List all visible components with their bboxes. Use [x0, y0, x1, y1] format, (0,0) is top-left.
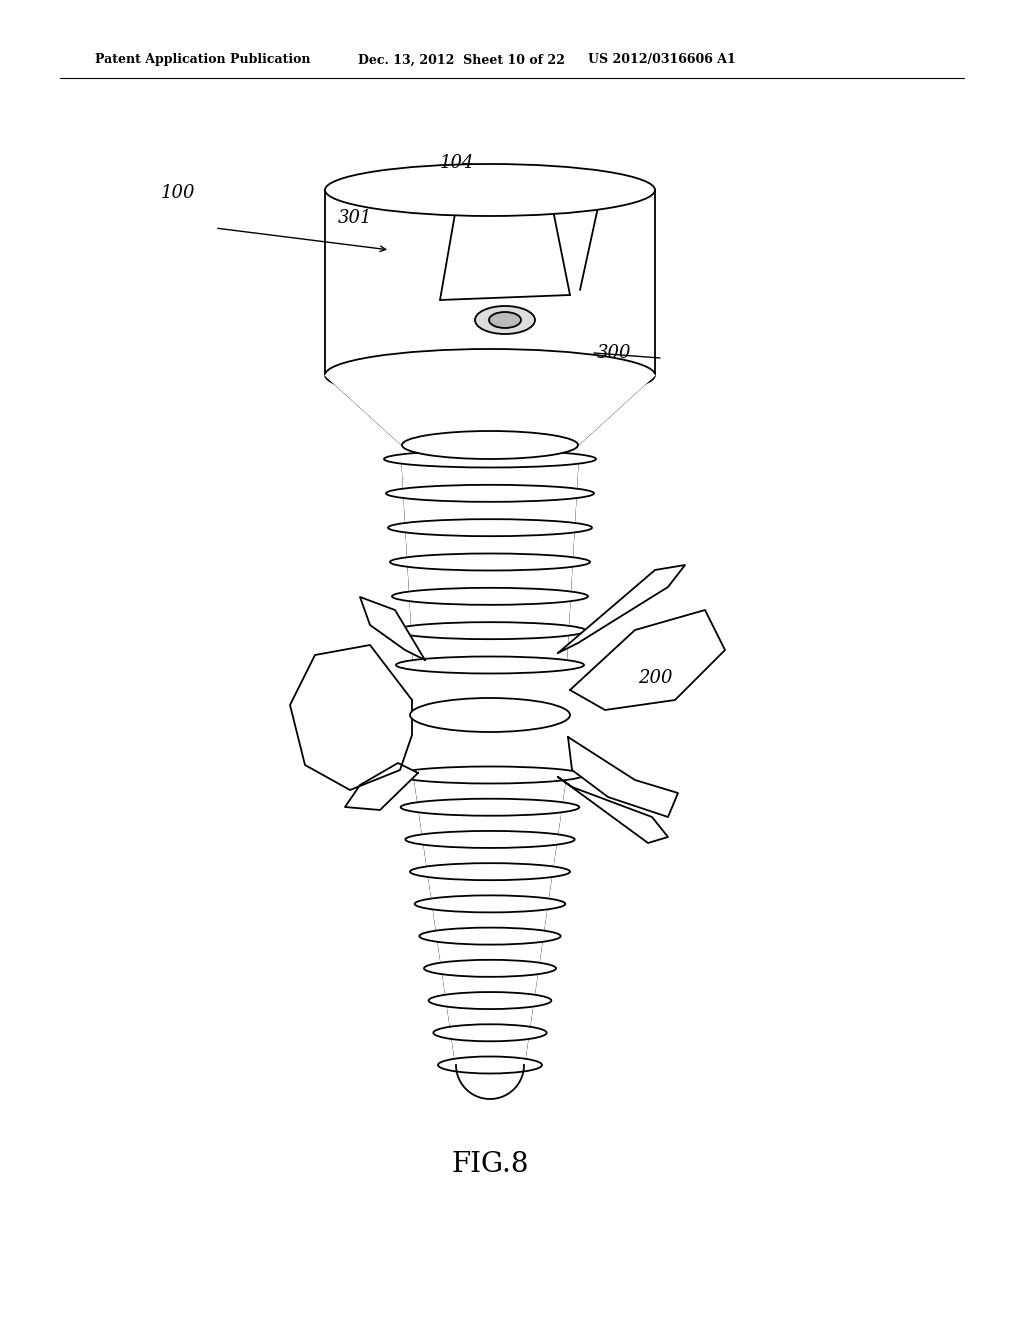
- Polygon shape: [290, 645, 412, 789]
- Polygon shape: [570, 610, 725, 710]
- Ellipse shape: [489, 312, 521, 327]
- Text: 200: 200: [638, 669, 673, 686]
- Text: 100: 100: [161, 183, 196, 202]
- Text: 301: 301: [338, 209, 373, 227]
- Ellipse shape: [388, 519, 592, 536]
- Ellipse shape: [392, 587, 588, 605]
- Ellipse shape: [415, 895, 565, 912]
- Text: Patent Application Publication: Patent Application Publication: [95, 54, 310, 66]
- Ellipse shape: [424, 960, 556, 977]
- Text: US 2012/0316606 A1: US 2012/0316606 A1: [588, 54, 736, 66]
- Ellipse shape: [400, 799, 580, 816]
- Ellipse shape: [384, 450, 596, 467]
- Text: 104: 104: [439, 154, 474, 172]
- Ellipse shape: [396, 656, 584, 673]
- Polygon shape: [414, 775, 566, 1065]
- Ellipse shape: [394, 622, 586, 639]
- Text: FIG.8: FIG.8: [452, 1151, 528, 1179]
- Ellipse shape: [386, 484, 594, 502]
- Ellipse shape: [433, 1024, 547, 1041]
- Ellipse shape: [390, 553, 590, 570]
- Ellipse shape: [396, 767, 584, 784]
- Ellipse shape: [402, 432, 578, 459]
- Ellipse shape: [410, 698, 570, 733]
- Ellipse shape: [420, 928, 561, 945]
- Text: Dec. 13, 2012  Sheet 10 of 22: Dec. 13, 2012 Sheet 10 of 22: [358, 54, 565, 66]
- Ellipse shape: [325, 164, 655, 216]
- Ellipse shape: [325, 348, 655, 401]
- Ellipse shape: [406, 832, 574, 847]
- Polygon shape: [360, 597, 425, 660]
- Polygon shape: [568, 737, 678, 817]
- Polygon shape: [325, 190, 655, 375]
- Polygon shape: [558, 777, 668, 843]
- Polygon shape: [456, 1065, 524, 1100]
- Ellipse shape: [438, 1056, 542, 1073]
- Polygon shape: [402, 459, 578, 665]
- Ellipse shape: [410, 863, 570, 880]
- Text: 300: 300: [597, 345, 632, 362]
- Ellipse shape: [475, 306, 535, 334]
- Polygon shape: [558, 565, 685, 653]
- Ellipse shape: [429, 993, 551, 1008]
- Polygon shape: [325, 375, 655, 445]
- Polygon shape: [345, 763, 418, 810]
